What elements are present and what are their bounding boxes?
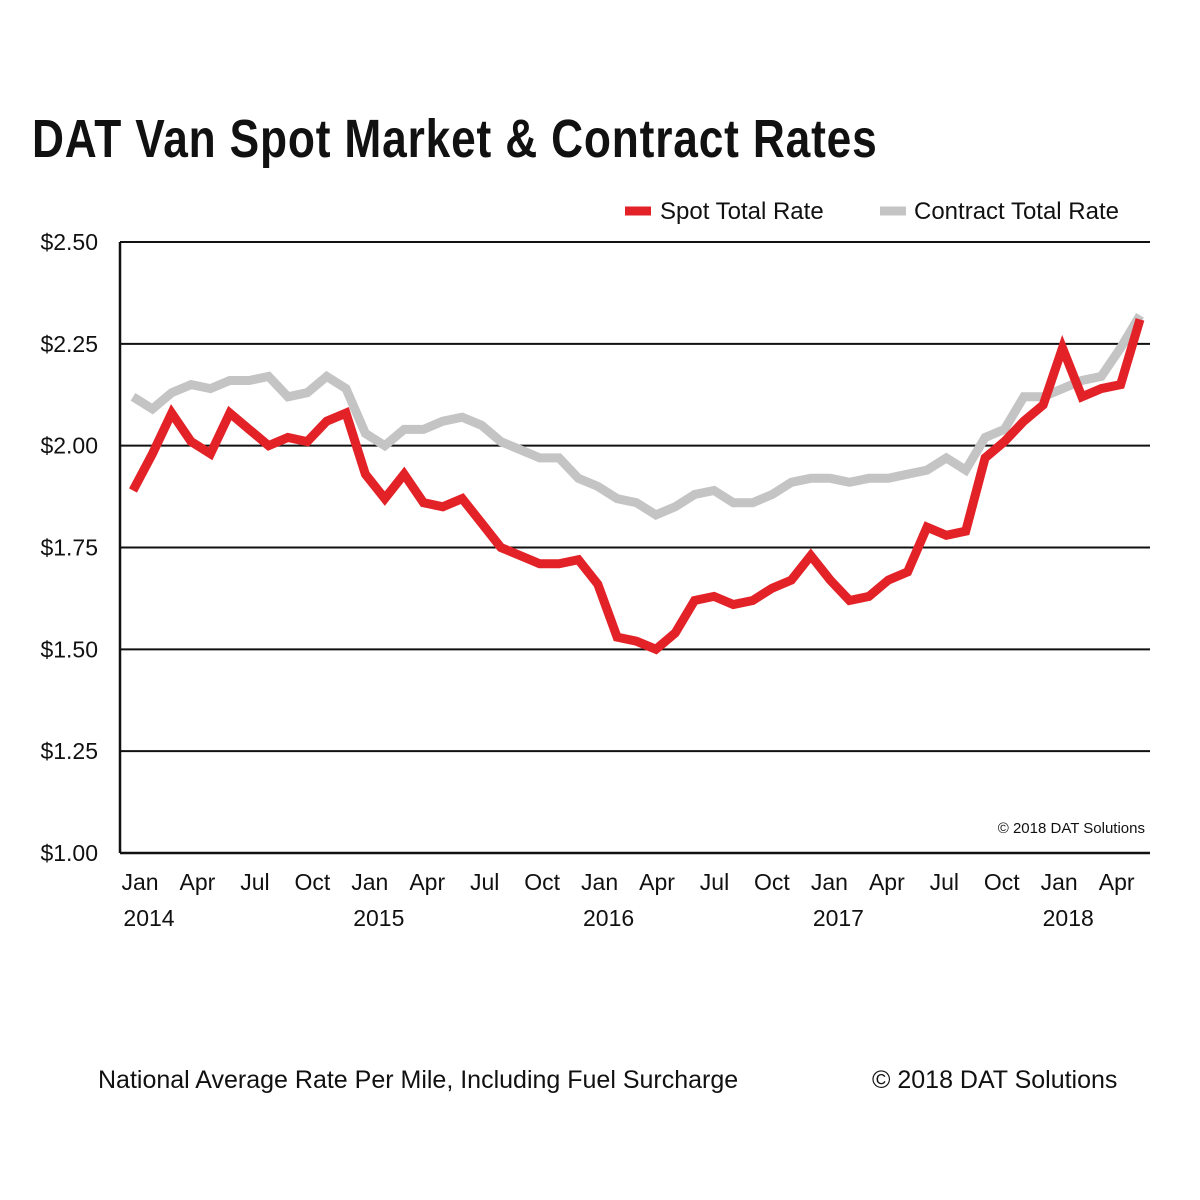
x-tick-label: Oct: [294, 869, 330, 895]
x-tick-label: Jan: [1041, 869, 1078, 895]
x-year-label: 2015: [353, 905, 404, 931]
x-tick-label: Jan: [351, 869, 388, 895]
x-tick-label: Apr: [1099, 869, 1135, 895]
y-tick-label: $1.50: [40, 636, 98, 662]
x-tick-label: Apr: [409, 869, 445, 895]
chart-title: DAT Van Spot Market & Contract Rates: [32, 109, 878, 169]
x-tick-label: Jan: [121, 869, 158, 895]
x-tick-label: Jan: [811, 869, 848, 895]
x-tick-label: Apr: [639, 869, 675, 895]
y-tick-label: $1.25: [40, 738, 98, 764]
x-year-label: 2014: [123, 905, 174, 931]
x-tick-label: Jan: [581, 869, 618, 895]
x-tick-label: Jul: [700, 869, 729, 895]
x-year-label: 2018: [1043, 905, 1094, 931]
y-tick-label: $1.00: [40, 840, 98, 866]
x-tick-label: Jul: [240, 869, 269, 895]
x-year-label: 2017: [813, 905, 864, 931]
y-tick-label: $2.25: [40, 331, 98, 357]
x-year-label: 2016: [583, 905, 634, 931]
series-line-spot: [129, 318, 1145, 655]
x-tick-label: Oct: [754, 869, 790, 895]
x-tick-label: Oct: [524, 869, 560, 895]
y-tick-label: $2.00: [40, 433, 98, 459]
y-tick-label: $2.50: [40, 229, 98, 255]
legend-label: Contract Total Rate: [914, 198, 1119, 225]
series-line-contract: [130, 312, 1144, 520]
chart-annotation: © 2018 DAT Solutions: [998, 820, 1145, 837]
y-tick-label: $1.75: [40, 535, 98, 561]
footer-copyright: © 2018 DAT Solutions: [872, 1066, 1118, 1094]
x-tick-label: Apr: [180, 869, 216, 895]
legend-label: Spot Total Rate: [660, 198, 824, 225]
x-tick-label: Jul: [470, 869, 499, 895]
footer-note: National Average Rate Per Mile, Includin…: [98, 1066, 739, 1094]
x-tick-label: Jul: [930, 869, 959, 895]
x-tick-label: Oct: [984, 869, 1020, 895]
x-tick-label: Apr: [869, 869, 905, 895]
